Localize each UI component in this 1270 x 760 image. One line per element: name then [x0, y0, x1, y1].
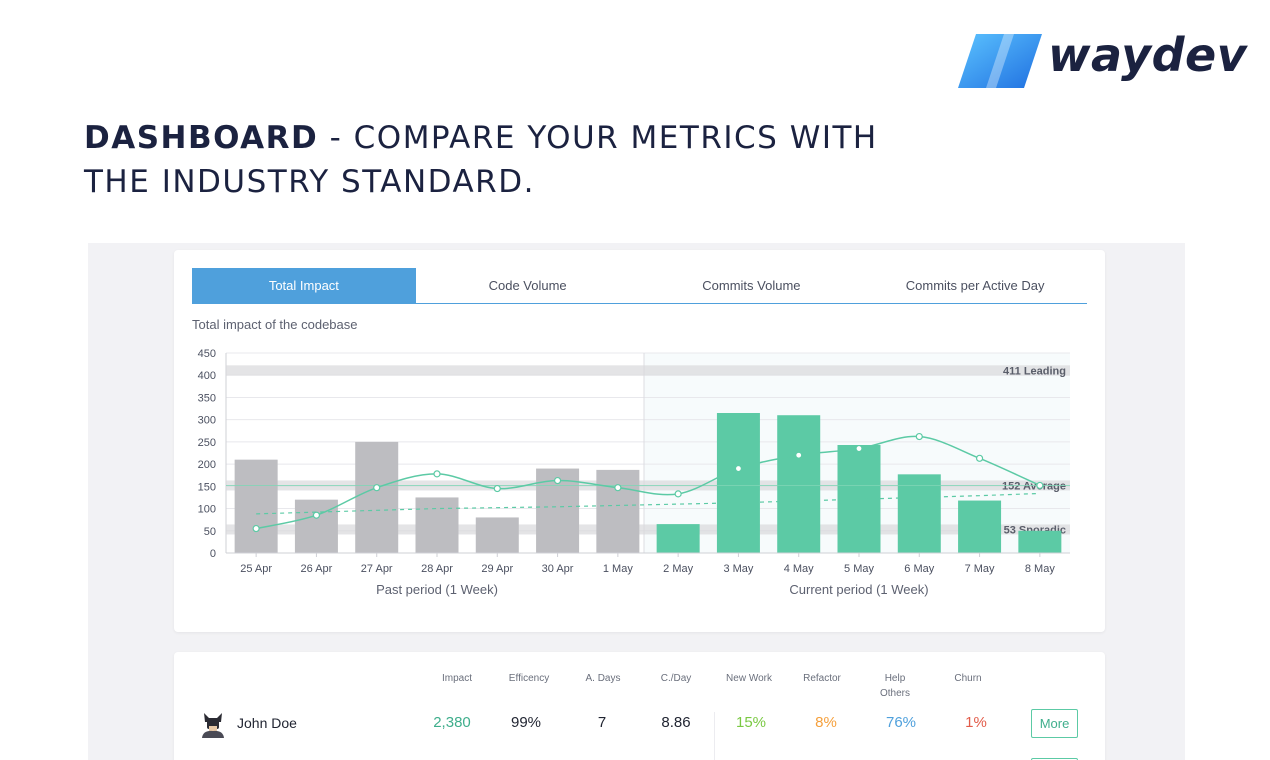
x-tick-label: 29 Apr [481, 563, 513, 575]
line-point [614, 484, 622, 492]
x-tick-label: 4 May [784, 563, 814, 575]
x-tick-label: 26 Apr [301, 563, 333, 575]
y-tick-label: 100 [198, 504, 216, 516]
waydev-logo: waydev [958, 28, 1247, 90]
benchmark-label: 411 Leading [1003, 365, 1066, 377]
current-period-label: Current period (1 Week) [789, 582, 928, 597]
line-point [1036, 481, 1044, 490]
next-row-more-button[interactable] [1031, 758, 1078, 760]
y-tick-label: 400 [198, 370, 216, 382]
x-tick-label: 8 May [1025, 563, 1055, 575]
line-point [795, 451, 803, 459]
y-tick-label: 50 [204, 526, 216, 538]
y-tick-label: 450 [198, 348, 216, 360]
bar [234, 459, 278, 553]
line-point [373, 484, 381, 492]
column-header-churn: Churn [954, 673, 982, 684]
bar [656, 524, 700, 553]
y-tick-label: 0 [210, 548, 216, 560]
column-header-active-days: A. Days [585, 673, 621, 684]
y-tick-label: 300 [198, 415, 216, 427]
bar [294, 499, 338, 553]
bar [475, 517, 519, 553]
x-tick-label: 28 Apr [421, 563, 453, 575]
x-tick-label: 25 Apr [240, 563, 272, 575]
bar [415, 497, 459, 553]
column-header-new-work: New Work [726, 673, 772, 684]
batman-avatar-icon [202, 713, 224, 738]
column-divider [714, 712, 715, 760]
efficency-value: 99% [510, 714, 542, 731]
tab-total-impact[interactable]: Total Impact [192, 268, 416, 303]
x-tick-label: 27 Apr [361, 563, 393, 575]
waydev-logo-mark-icon [958, 34, 1042, 88]
line-point [855, 444, 863, 453]
developer-table: Impact Efficency A. Days C./Day New Work… [174, 652, 1105, 760]
column-header-efficency: Efficency [508, 673, 550, 684]
benchmark-band [226, 524, 1070, 535]
benchmark-band [226, 365, 1070, 376]
x-tick-label: 5 May [844, 563, 874, 575]
line-point [915, 432, 923, 441]
x-tick-label: 2 May [663, 563, 693, 575]
chart-subtitle: Total impact of the codebase [192, 317, 358, 332]
y-tick-label: 200 [198, 459, 216, 471]
y-tick-label: 250 [198, 437, 216, 449]
more-button[interactable]: More [1031, 709, 1078, 738]
x-tick-label: 30 Apr [542, 563, 574, 575]
line-point [493, 484, 501, 493]
line-point [252, 524, 260, 533]
benchmark-label: 152 Average [1002, 480, 1066, 492]
user-name[interactable]: John Doe [237, 715, 297, 731]
y-tick-label: 350 [198, 392, 216, 404]
bar [777, 415, 821, 553]
page-headline: DASHBOARD - COMPARE YOUR METRICS WITH TH… [84, 116, 904, 204]
column-header-help-others: Help Others [879, 673, 910, 699]
chart-card: Total Impact Code Volume Commits Volume … [174, 250, 1105, 632]
help-others-value: 76% [885, 714, 917, 731]
bar [1018, 530, 1062, 553]
line-point [975, 454, 984, 462]
column-header-impact: Impact [441, 673, 472, 684]
churn-value: 1% [965, 714, 987, 731]
x-tick-label: 6 May [904, 563, 934, 575]
line-point [734, 464, 743, 473]
bar [596, 469, 640, 553]
tab-commits-per-active-day[interactable]: Commits per Active Day [905, 278, 1045, 293]
x-tick-label: 1 May [603, 563, 633, 575]
x-tick-label: 3 May [723, 563, 753, 575]
headline-rest: - COMPARE YOUR METRICS WITH THE INDUSTRY… [84, 120, 878, 200]
tab-code-volume[interactable]: Code Volume [488, 278, 567, 293]
line-point [312, 511, 321, 519]
bar [897, 474, 941, 553]
bar [716, 413, 760, 553]
new-work-value: 15% [735, 714, 767, 731]
trend-line [256, 492, 1040, 515]
total-impact-chart: 0 50 100 150 200 250 300 350 400 450 411 Leading 15… [198, 348, 1070, 597]
column-header-commits-per-day: C./Day [660, 673, 692, 684]
bar [355, 441, 399, 553]
past-period-label: Past period (1 Week) [376, 582, 498, 597]
refactor-value: 8% [815, 714, 837, 731]
column-header-refactor: Refactor [803, 673, 841, 684]
line-point [553, 476, 562, 485]
headline-strong: DASHBOARD [84, 120, 319, 156]
tab-commits-volume[interactable]: Commits Volume [702, 278, 801, 293]
commits-per-day-value: 8.86 [661, 714, 691, 731]
bar [958, 500, 1002, 553]
impact-value: 2,380 [433, 714, 471, 731]
line-point [433, 470, 441, 478]
metric-tabs: Total Impact Code Volume Commits Volume … [192, 268, 1087, 304]
x-tick-label: 7 May [965, 563, 995, 575]
y-tick-label: 150 [198, 481, 216, 493]
active-days-value: 7 [597, 714, 607, 731]
line-point [674, 490, 682, 498]
waydev-logo-text: waydev [1048, 28, 1248, 82]
